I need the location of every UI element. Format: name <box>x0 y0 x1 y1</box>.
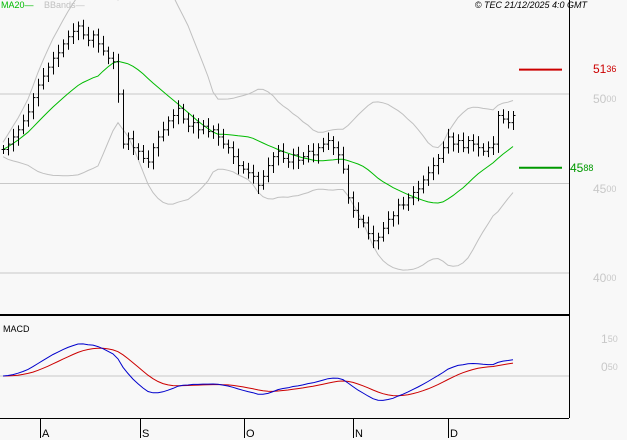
macd-line <box>2 343 514 401</box>
bband-upper-line <box>2 0 514 149</box>
month-tick <box>140 418 141 438</box>
bband-lower-line <box>2 121 514 271</box>
month-tick <box>244 418 245 438</box>
timestamp: © TEC 21/12/2025 4:0 GMT <box>474 0 587 10</box>
macd-tick-150: 150 <box>601 332 618 346</box>
legend-ma20: MA20 <box>1 0 25 10</box>
ma20-line <box>2 60 514 204</box>
month-label-s: S <box>142 428 150 440</box>
month-tick <box>448 418 449 438</box>
resistance-label: 5136 <box>593 62 617 76</box>
month-tick <box>40 418 41 438</box>
macd-signal-line <box>2 347 514 397</box>
month-tick <box>353 418 354 438</box>
macd-label: MACD <box>3 324 30 334</box>
support-label: 4588 <box>570 161 594 175</box>
chart-legend: MA20— BBands— <box>1 0 85 10</box>
price-tick-5000: 5000 <box>593 92 617 106</box>
legend-bbands: BBands <box>44 0 76 10</box>
month-label-d: D <box>450 428 458 440</box>
price-tick-4500: 4500 <box>593 182 617 196</box>
price-tick-4000: 4000 <box>593 271 617 285</box>
month-label-a: A <box>42 428 50 440</box>
month-label-n: N <box>355 428 363 440</box>
month-label-o: O <box>246 428 255 440</box>
macd-tick-50: 050 <box>601 360 618 374</box>
